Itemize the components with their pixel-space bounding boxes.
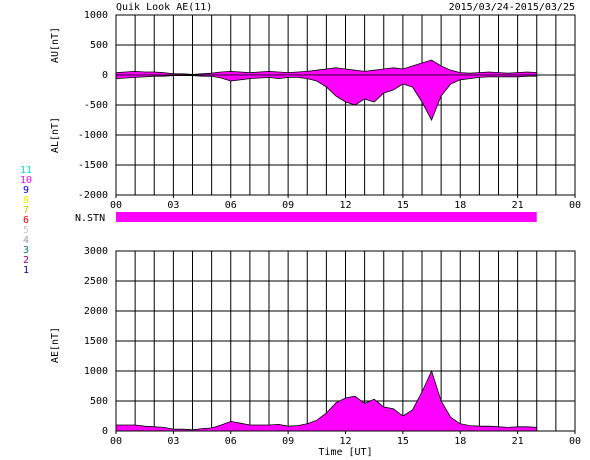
station-count-label: 2 [23, 255, 29, 266]
x-tick-label: 09 [282, 200, 294, 211]
station-count-label: 4 [23, 235, 29, 246]
area [115, 74, 538, 121]
x-tick-label: 06 [225, 436, 237, 447]
station-count-label: 3 [23, 245, 29, 256]
x-tick-label: 09 [282, 436, 294, 447]
y-tick-label: -1000 [78, 130, 108, 141]
y-tick-label: -500 [84, 100, 108, 111]
y-tick-label: 500 [90, 396, 108, 407]
x-tick-label: 00 [569, 200, 581, 211]
y-tick-label: 500 [90, 40, 108, 51]
station-count-label: 6 [23, 215, 29, 226]
station-label: N.STN [75, 213, 105, 224]
y-tick-label: -2000 [78, 190, 108, 201]
station-count-label: 8 [23, 195, 29, 206]
y-tick-label: 1000 [84, 10, 108, 21]
x-tick-label: 12 [339, 436, 351, 447]
plot-frame [115, 250, 576, 432]
y-tick-label: 1000 [84, 366, 108, 377]
x-tick-label: 12 [339, 200, 351, 211]
y-axis-label: AU[nT] [50, 27, 61, 63]
station-count-label: 11 [20, 165, 32, 176]
x-tick-label: 18 [454, 200, 466, 211]
x-tick-label: 15 [397, 436, 409, 447]
x-tick-label: 18 [454, 436, 466, 447]
y-tick-label: 2500 [84, 276, 108, 287]
area [115, 59, 538, 76]
station-count-label: 10 [20, 175, 32, 186]
y-tick-label: 0 [102, 426, 108, 437]
y-axis-label: AE[nT] [50, 327, 61, 363]
x-axis-label: Time [UT] [318, 447, 372, 458]
x-tick-label: 21 [512, 200, 524, 211]
station-bar [116, 212, 537, 222]
station-count-label: 5 [23, 225, 29, 236]
x-tick-label: 00 [110, 200, 122, 211]
y-tick-label: -1500 [78, 160, 108, 171]
station-count-label: 9 [23, 185, 29, 196]
y-tick-label: 3000 [84, 246, 108, 257]
station-count-label: 7 [23, 205, 29, 216]
x-tick-label: 06 [225, 200, 237, 211]
x-tick-label: 21 [512, 436, 524, 447]
y-tick-label: 0 [102, 70, 108, 81]
x-tick-label: 00 [110, 436, 122, 447]
y-tick-label: 1500 [84, 336, 108, 347]
x-tick-label: 03 [167, 200, 179, 211]
plot-frame [115, 14, 576, 196]
x-tick-label: 00 [569, 436, 581, 447]
y-tick-label: 2000 [84, 306, 108, 317]
chart-title: Quik Look AE(11) [116, 2, 212, 13]
date-range: 2015/03/24-2015/03/25 [449, 2, 575, 13]
x-tick-label: 15 [397, 200, 409, 211]
station-count-label: 1 [23, 265, 29, 276]
y-axis-label: AL[nT] [50, 117, 61, 153]
x-tick-label: 03 [167, 436, 179, 447]
area [115, 369, 538, 432]
